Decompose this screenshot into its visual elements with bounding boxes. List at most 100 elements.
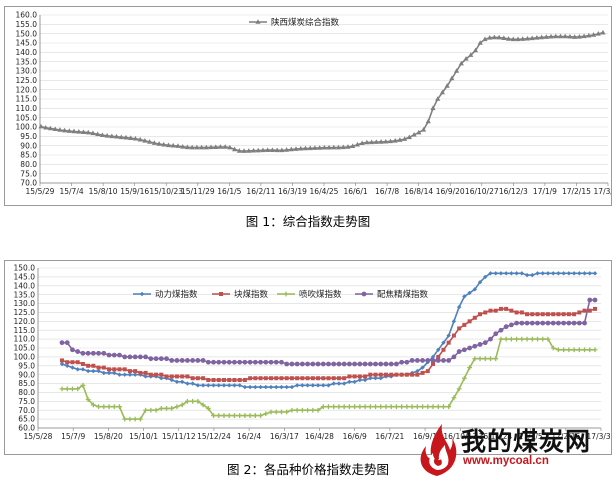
data-point: [90, 402, 96, 408]
data-point: [174, 404, 180, 410]
data-point: [151, 140, 157, 145]
data-point: [572, 34, 578, 39]
data-point: [165, 142, 172, 148]
x-tick-label: 16/3/19: [278, 187, 307, 196]
data-point: [117, 372, 122, 377]
data-point: [263, 376, 268, 381]
data-point: [299, 361, 305, 367]
data-point: [453, 68, 460, 73]
data-point: [185, 381, 190, 386]
data-point: [582, 308, 587, 313]
series-line-coking: [62, 299, 595, 365]
data-point: [295, 376, 300, 381]
data-point: [153, 407, 159, 413]
data-point: [252, 359, 258, 365]
data-point: [122, 372, 127, 377]
data-point: [340, 144, 346, 150]
data-point: [430, 358, 436, 363]
data-point: [514, 320, 520, 326]
series-injection: [59, 336, 598, 422]
data-point: [373, 372, 378, 377]
data-point: [529, 336, 535, 342]
data-point: [237, 383, 242, 388]
data-point: [185, 374, 190, 379]
data-point: [96, 368, 101, 374]
data-point: [221, 378, 226, 382]
data-point: [352, 404, 358, 410]
data-point: [195, 383, 201, 388]
data-point: [57, 127, 63, 132]
x-tick-label: 15/10/1: [129, 432, 158, 441]
y-tick-label: 130.0: [16, 67, 38, 76]
data-point: [587, 297, 593, 303]
x-tick-label: 16/6/9: [343, 432, 367, 441]
data-point: [242, 413, 248, 418]
data-point: [446, 340, 451, 345]
data-point: [253, 384, 258, 390]
data-point: [226, 359, 232, 365]
data-point: [132, 372, 138, 377]
data-point: [106, 352, 112, 358]
x-tick-label: 15/10/23: [149, 187, 183, 196]
data-point: [467, 345, 472, 351]
x-tick-label: 16/9/20: [436, 187, 465, 196]
data-point: [548, 33, 554, 39]
data-point: [362, 377, 368, 383]
data-point: [441, 347, 446, 352]
gridlines: [40, 14, 608, 184]
x-tick-label: 17/2/15: [562, 187, 591, 196]
data-point: [298, 145, 304, 151]
y-tick-label: 75.0: [18, 397, 35, 406]
data-point: [76, 129, 82, 134]
data-point: [283, 147, 290, 152]
data-point: [331, 376, 336, 381]
data-point: [550, 271, 556, 276]
data-point: [143, 354, 149, 360]
data-point: [425, 118, 431, 124]
data-point: [449, 75, 455, 81]
data-point: [164, 356, 169, 362]
data-point: [198, 144, 205, 150]
data-point: [362, 404, 368, 410]
series-line-composite: [40, 31, 604, 152]
data-point: [451, 354, 457, 360]
data-point: [294, 361, 300, 367]
data-point: [444, 83, 450, 88]
data-point: [472, 343, 478, 349]
data-point: [43, 124, 49, 130]
data-point: [174, 374, 179, 379]
data-point: [70, 386, 75, 392]
data-point: [435, 358, 441, 363]
data-point: [159, 376, 164, 381]
data-point: [535, 312, 540, 317]
data-point: [143, 370, 148, 375]
data-point: [216, 378, 221, 382]
data-point: [101, 404, 107, 410]
legend-marker: [283, 291, 289, 297]
data-point: [357, 377, 363, 383]
data-point: [383, 372, 388, 377]
data-point: [104, 132, 110, 138]
data-point: [414, 404, 420, 410]
legend-item-lump: 块煤指数: [212, 289, 269, 300]
data-point: [317, 145, 323, 150]
data-point: [345, 144, 351, 149]
data-point: [482, 36, 488, 42]
data-point: [80, 382, 86, 388]
data-point: [550, 320, 556, 326]
data-point: [294, 383, 300, 388]
data-point: [71, 128, 77, 134]
data-point: [425, 404, 431, 410]
y-tick-label: 115.0: [14, 326, 36, 335]
data-point: [487, 34, 493, 40]
data-point: [414, 358, 420, 363]
x-tick-label: 15/11/12: [162, 432, 196, 441]
data-point: [237, 359, 243, 365]
data-point: [439, 89, 446, 95]
data-point: [96, 365, 101, 370]
composite-index-chart: 70.075.080.085.090.095.0100.0105.0110.01…: [16, 11, 611, 196]
data-point: [378, 404, 384, 410]
data-point: [451, 319, 457, 324]
data-point: [556, 312, 561, 317]
legend-label: 块煤指数: [234, 289, 269, 300]
